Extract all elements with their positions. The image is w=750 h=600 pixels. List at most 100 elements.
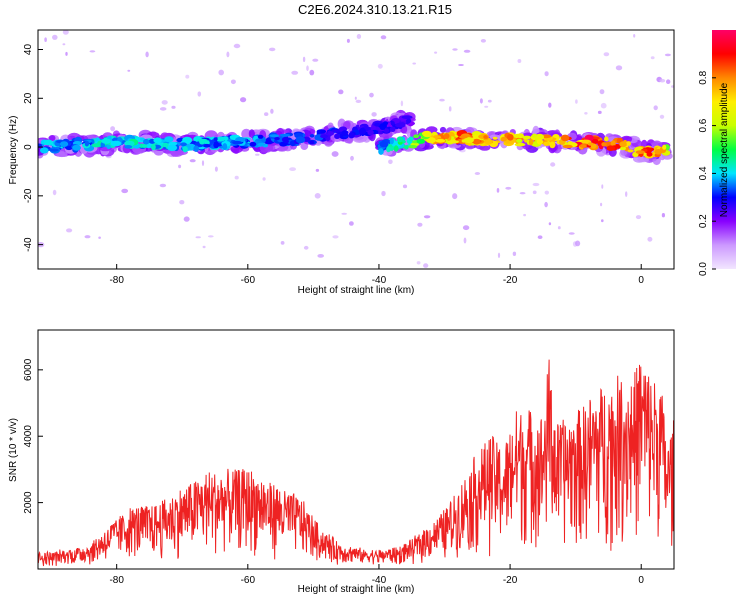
spectrogram-ridge-halo	[48, 135, 56, 141]
spectrogram-ridge-core	[435, 138, 446, 143]
spectrogram-speckle	[544, 190, 549, 195]
spectrogram-speckle	[98, 236, 101, 239]
spectrogram-ridge-core	[320, 134, 328, 139]
spectrogram-speckle	[309, 69, 315, 76]
y-tick-label: 6000	[23, 358, 34, 381]
colorbar-tick-label: 0.8	[698, 70, 709, 84]
spectrogram-speckle	[544, 201, 548, 208]
spectrogram-speckle	[474, 172, 481, 175]
spectrogram-speckle	[214, 166, 218, 172]
spectrogram-ridge-core	[216, 136, 226, 142]
spectrogram-speckle	[270, 108, 274, 114]
spectrogram-speckle	[201, 160, 205, 167]
spectrogram-ridge-core	[536, 139, 544, 145]
x-tick-label: -40	[372, 575, 387, 586]
spectrogram-speckle	[350, 155, 354, 161]
spectrogram-ridge-core	[379, 141, 389, 148]
spectrogram-speckle	[584, 112, 588, 115]
spectrogram-ridge-core	[506, 134, 514, 141]
spectrogram-ridge-core	[549, 141, 556, 149]
spectrogram-speckle	[544, 71, 549, 77]
spectrogram-speckle	[197, 91, 202, 97]
spectrogram-speckle	[601, 219, 604, 223]
spectrogram-speckle	[369, 92, 374, 98]
spectrogram-ridge-core	[72, 144, 81, 151]
x-tick-label: -20	[503, 275, 518, 286]
x-tick-label: -60	[241, 275, 256, 286]
spectrogram-speckle	[412, 62, 417, 65]
spectrogram-ridge-core	[395, 122, 405, 128]
spectrogram-ridge-core	[528, 138, 534, 146]
spectrogram-speckle	[356, 34, 362, 39]
x-tick-label: -40	[372, 275, 387, 286]
spectrogram-ridge-core	[374, 122, 381, 127]
spectrogram-speckle	[400, 100, 404, 107]
spectrogram-x-ticks: -80 -60 -40 -20 0	[109, 264, 644, 286]
spectrogram-speckle	[341, 212, 348, 215]
spectrogram-ridge-core	[408, 145, 418, 149]
y-tick-label: 4000	[23, 425, 34, 448]
x-tick-label: 0	[638, 275, 644, 286]
spectrogram-speckle	[463, 237, 467, 244]
spectrogram-ridge-core	[367, 129, 374, 136]
spectrogram-speckle	[381, 190, 386, 197]
colorbar-scale	[712, 30, 736, 269]
spectrogram-ridge-core	[580, 144, 587, 148]
spectrogram-speckle	[402, 184, 408, 189]
spectrogram-speckle	[417, 222, 423, 227]
spectrogram-speckle	[171, 105, 176, 109]
spectrogram-ridge-core	[213, 137, 218, 141]
spectrogram-ridge-core	[472, 138, 481, 145]
spectrogram-ridge-core	[483, 135, 488, 139]
spectrogram-ridge-core	[500, 136, 507, 142]
spectrogram-speckle	[487, 99, 492, 103]
spectrogram-ridge-core	[143, 138, 150, 145]
spectrogram-speckle	[371, 112, 377, 117]
spectrogram-ridge-core	[269, 134, 280, 138]
colorbar: 0.0 0.2 0.4 0.6 0.8 Normalized spectral ampl…	[698, 30, 736, 276]
spectrogram-ridge-core	[560, 134, 570, 142]
spectrogram-ridge-core	[141, 143, 148, 148]
spectrogram-speckle	[388, 159, 393, 165]
snr-y-axis-label: SNR (10 * v/v)	[8, 418, 19, 482]
spectrogram-speckle	[479, 98, 483, 104]
spectrogram-speckle	[550, 162, 556, 167]
spectrogram-speckle	[354, 96, 357, 100]
spectrogram-x-axis-label: Height of straight line (km)	[298, 285, 415, 296]
spectrogram-ridge-halo	[241, 128, 252, 140]
spectrogram-speckle	[597, 110, 602, 114]
spectrogram-ridge-core	[341, 130, 348, 137]
spectrogram-speckle	[653, 105, 658, 111]
spectrogram-ridge-core	[91, 143, 102, 148]
spectrogram-speckle	[306, 65, 309, 71]
spectrogram-speckle	[189, 159, 196, 163]
spectrogram-speckle	[615, 65, 623, 71]
spectrogram-ridge-core	[257, 142, 266, 147]
snr-x-axis-label: Height of straight line (km)	[298, 584, 415, 595]
spectrogram-ridge-core	[110, 140, 122, 147]
spectrogram-speckle	[463, 49, 471, 53]
spectrogram-speckle	[600, 102, 607, 109]
y-tick-label: 2000	[23, 491, 34, 514]
spectrogram-speckle	[262, 177, 266, 181]
spectrogram-speckle	[317, 254, 325, 258]
y-tick-label: -20	[23, 188, 34, 203]
spectrogram-speckle	[84, 235, 91, 239]
spectrogram-ridge-core	[423, 132, 432, 138]
spectrogram-speckle	[519, 192, 526, 195]
spectrogram-speckle	[532, 182, 540, 187]
spectrogram-ridge-core	[106, 144, 111, 150]
spectrogram-ridge-core	[390, 121, 395, 126]
spectrogram-ridge-core	[162, 142, 169, 148]
spectrogram-speckle	[532, 190, 537, 195]
spectrogram-ridge-core	[408, 136, 414, 142]
spectrogram-speckle	[195, 236, 201, 239]
spectrogram-ridge-core	[386, 146, 391, 153]
spectrogram-speckle	[207, 235, 214, 238]
spectrogram-speckle	[65, 51, 68, 56]
spectrogram-speckle	[121, 188, 129, 194]
spectrogram-speckle	[346, 38, 350, 43]
spectrogram-ridge-core	[202, 143, 211, 148]
spectrogram-speckle	[666, 79, 671, 84]
